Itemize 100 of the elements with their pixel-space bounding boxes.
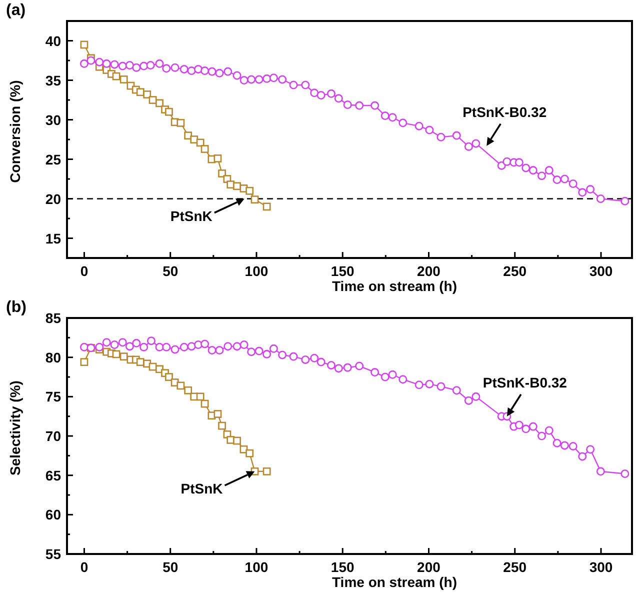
point — [232, 71, 242, 80]
point — [398, 375, 408, 384]
point — [537, 432, 546, 440]
point — [140, 62, 148, 70]
point — [472, 392, 480, 401]
point — [112, 72, 120, 80]
point — [136, 88, 144, 96]
point — [194, 340, 203, 349]
y-tick-label: 40 — [45, 32, 62, 49]
point — [269, 344, 278, 353]
point — [552, 176, 562, 184]
point — [388, 113, 397, 122]
point — [370, 368, 380, 377]
point — [165, 108, 173, 116]
point — [86, 56, 96, 65]
point — [514, 158, 524, 167]
point — [125, 60, 134, 70]
x-tick-label: 300 — [589, 559, 613, 575]
chart-title: (a) — [6, 2, 26, 19]
point — [425, 380, 434, 388]
x-tick-label: 100 — [244, 263, 268, 279]
point — [176, 118, 185, 127]
point — [110, 60, 119, 69]
x-tick-label: 0 — [80, 559, 88, 575]
point — [464, 396, 473, 405]
point — [120, 76, 128, 84]
point — [200, 145, 209, 153]
y-tick-label: 85 — [45, 310, 62, 326]
x-tick-label: 300 — [589, 263, 613, 279]
x-tick-label: 150 — [330, 263, 354, 279]
point — [301, 355, 310, 364]
x-axis-title: Time on stream (h) — [332, 574, 457, 590]
point — [398, 118, 408, 128]
point — [289, 80, 298, 90]
point — [132, 63, 141, 72]
point — [388, 370, 397, 379]
point — [528, 166, 538, 175]
point — [184, 132, 192, 140]
point — [200, 66, 210, 76]
point — [436, 382, 446, 391]
annotation: PtSnK — [170, 208, 212, 224]
point — [310, 88, 319, 98]
point — [208, 346, 216, 355]
point — [132, 338, 141, 348]
point — [240, 76, 248, 84]
point — [326, 89, 336, 98]
x-axis-title: Time on stream (h) — [332, 278, 457, 294]
point — [146, 60, 155, 70]
point — [316, 358, 326, 366]
point — [200, 340, 210, 348]
x-tick-label: 250 — [503, 559, 527, 575]
point — [278, 350, 287, 360]
point — [537, 172, 546, 180]
x-tick-label: 50 — [162, 559, 178, 575]
point — [568, 442, 578, 450]
point — [187, 342, 196, 351]
point — [262, 467, 271, 476]
point — [269, 74, 278, 82]
annotation: PtSnK-B0.32 — [462, 104, 547, 120]
point — [165, 373, 173, 381]
point — [326, 360, 336, 370]
point — [190, 136, 198, 144]
point — [343, 363, 352, 372]
point — [620, 470, 630, 478]
y-tick-label: 60 — [45, 506, 62, 523]
x-tick-label: 250 — [503, 263, 527, 279]
point — [125, 342, 134, 351]
x-tick-label: 200 — [417, 263, 441, 279]
y-tick-label: 30 — [45, 112, 62, 128]
point — [436, 132, 446, 142]
point — [240, 340, 248, 349]
point — [170, 63, 180, 72]
point — [522, 164, 530, 172]
point — [560, 174, 569, 184]
point — [187, 66, 196, 76]
point — [414, 122, 424, 130]
point — [254, 346, 264, 356]
point — [194, 64, 203, 74]
point — [215, 68, 224, 78]
point — [544, 166, 554, 175]
point — [596, 194, 605, 203]
y-tick-label: 75 — [45, 388, 62, 405]
point — [95, 342, 104, 352]
y-axis-title: Conversion (%) — [7, 80, 23, 183]
point — [176, 382, 185, 390]
x-tick-label: 100 — [244, 559, 268, 575]
point — [334, 94, 343, 103]
x-tick-label: 150 — [330, 559, 354, 575]
point — [80, 358, 88, 366]
x-tick-label: 200 — [417, 559, 441, 575]
point — [112, 350, 120, 358]
point — [110, 340, 119, 349]
point — [120, 352, 128, 360]
point — [218, 422, 226, 430]
point — [289, 352, 298, 361]
point — [250, 196, 259, 204]
point — [278, 75, 287, 84]
point — [528, 422, 538, 431]
point — [452, 386, 461, 395]
point — [80, 59, 88, 68]
